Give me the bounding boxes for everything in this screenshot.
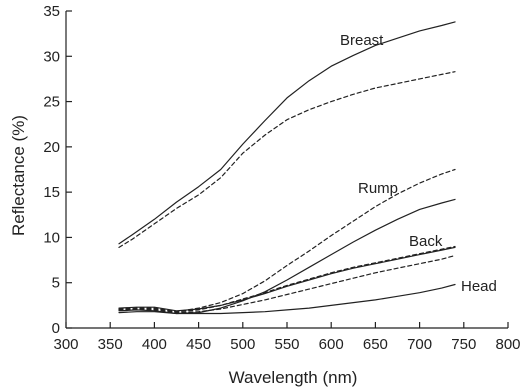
series-line-3 xyxy=(118,198,456,315)
series-line-5 xyxy=(118,245,456,313)
x-tick-label: 750 xyxy=(451,336,476,353)
y-tick-label: 20 xyxy=(43,139,60,156)
x-tick-label: 650 xyxy=(363,336,388,353)
curve-label-back: Back xyxy=(409,233,443,250)
curve-label-breast: Breast xyxy=(340,32,384,49)
y-tick-label: 5 xyxy=(52,275,60,292)
x-tick-label: 800 xyxy=(495,336,520,353)
x-axis-title: Wavelength (nm) xyxy=(229,368,358,387)
curve-label-rump: Rump xyxy=(358,180,398,197)
curve-labels: Breast Rump Back Head xyxy=(340,32,497,295)
series-line-4 xyxy=(118,246,456,312)
y-tick-label: 35 xyxy=(43,3,60,20)
x-tick-label: 700 xyxy=(407,336,432,353)
x-tick-label: 450 xyxy=(186,336,211,353)
series-line-7 xyxy=(118,283,456,315)
series-line-6 xyxy=(118,254,456,314)
curve-label-head: Head xyxy=(461,278,497,295)
y-tick-label: 15 xyxy=(43,184,60,201)
axes: 0 5 10 15 20 25 30 35 300 350 400 450 500 550 600 650 70… xyxy=(9,3,521,387)
series-line-2 xyxy=(118,168,456,313)
y-axis-title: Reflectance (%) xyxy=(9,115,28,236)
x-tick-label: 400 xyxy=(142,336,167,353)
series-lines xyxy=(118,21,456,315)
series-line-1 xyxy=(118,71,456,248)
y-tick-label: 25 xyxy=(43,94,60,111)
x-tick-label: 550 xyxy=(274,336,299,353)
y-tick-label: 30 xyxy=(43,48,60,65)
x-tick-label: 300 xyxy=(53,336,78,353)
x-tick-label: 600 xyxy=(319,336,344,353)
y-tick-label: 0 xyxy=(52,320,60,337)
y-tick-label: 10 xyxy=(43,229,60,246)
series-line-0 xyxy=(118,21,456,245)
x-tick-label: 500 xyxy=(230,336,255,353)
x-tick-label: 350 xyxy=(98,336,123,353)
